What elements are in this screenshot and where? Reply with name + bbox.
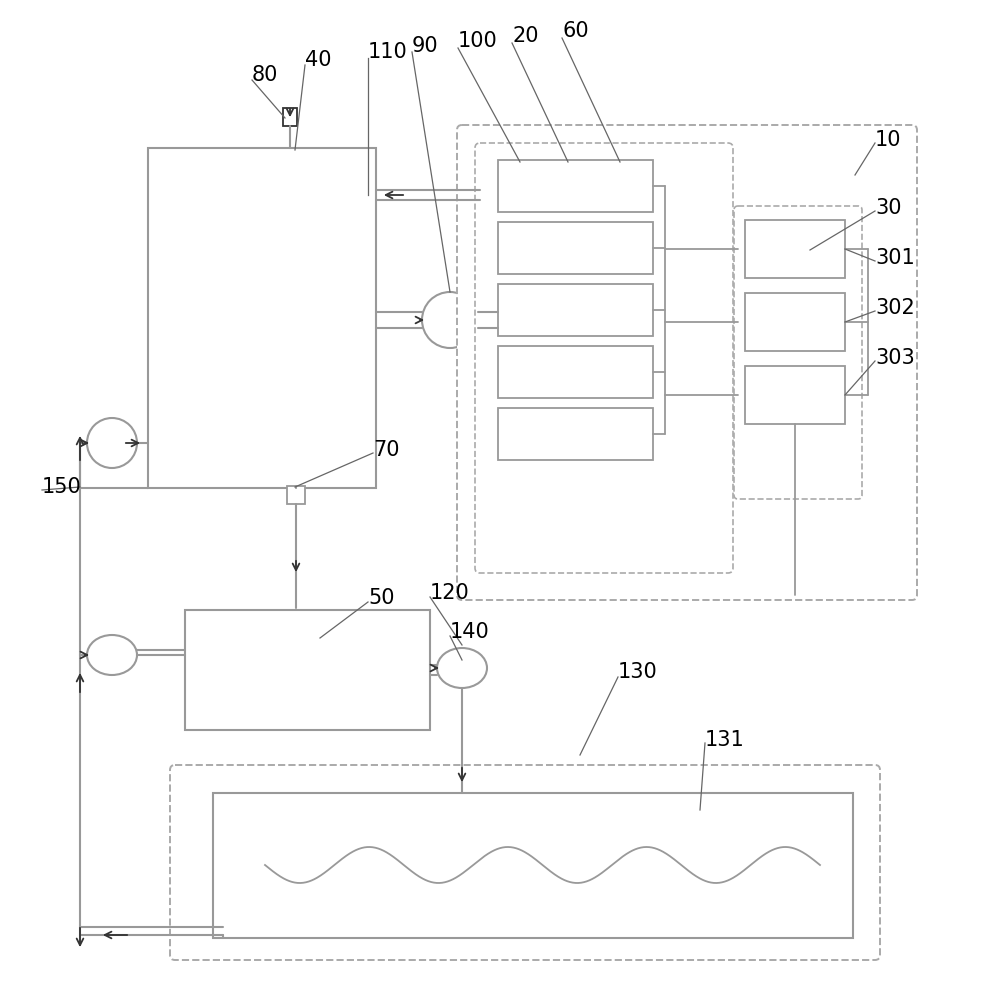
Bar (498, 160, 652, 212)
FancyBboxPatch shape (170, 765, 879, 960)
Text: 301: 301 (874, 248, 913, 268)
Bar (745, 366, 844, 424)
Bar (498, 408, 652, 460)
Text: 303: 303 (874, 348, 913, 368)
Text: 90: 90 (412, 36, 438, 56)
Text: 120: 120 (429, 583, 469, 603)
Bar (185, 610, 429, 730)
Text: 60: 60 (562, 21, 588, 41)
FancyBboxPatch shape (734, 206, 861, 499)
Text: 150: 150 (42, 477, 82, 497)
Text: 131: 131 (705, 730, 744, 750)
Text: 30: 30 (874, 198, 901, 218)
Text: 50: 50 (368, 588, 394, 608)
Text: 100: 100 (457, 31, 497, 51)
Text: 130: 130 (617, 662, 657, 682)
Circle shape (421, 292, 477, 348)
Bar (745, 293, 844, 351)
Bar (745, 220, 844, 278)
Text: 110: 110 (368, 42, 408, 62)
Bar (148, 148, 376, 488)
Text: 20: 20 (512, 26, 538, 46)
Ellipse shape (436, 648, 486, 688)
Bar (282, 108, 296, 126)
Circle shape (86, 418, 137, 468)
Text: 70: 70 (373, 440, 400, 460)
Bar (498, 346, 652, 398)
FancyBboxPatch shape (456, 125, 916, 600)
FancyBboxPatch shape (474, 143, 733, 573)
Bar (498, 284, 652, 336)
Bar (498, 222, 652, 274)
Text: 40: 40 (305, 50, 331, 70)
Bar (286, 486, 305, 504)
Text: 302: 302 (874, 298, 913, 318)
Text: 80: 80 (251, 65, 278, 85)
Ellipse shape (86, 635, 137, 675)
Text: 140: 140 (449, 622, 489, 642)
Text: 10: 10 (874, 130, 901, 150)
Bar (213, 793, 852, 938)
